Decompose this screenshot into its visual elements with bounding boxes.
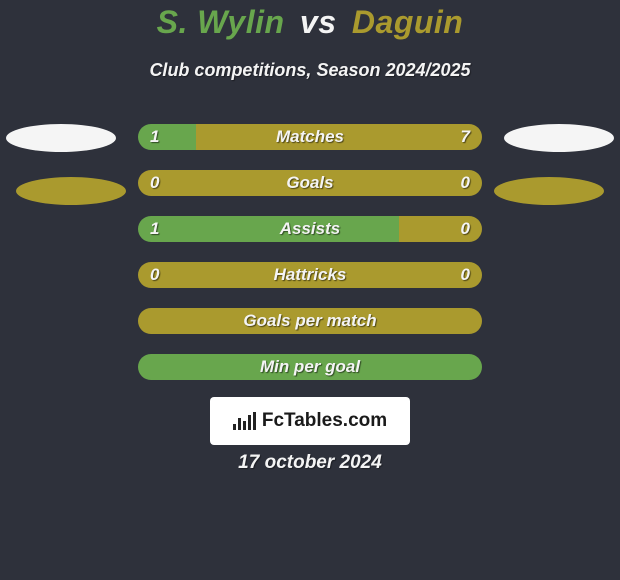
stat-label: Assists	[138, 216, 482, 242]
stat-row: Goals per match	[138, 308, 482, 334]
deco-ellipse-bot-left	[16, 177, 126, 205]
deco-ellipse-bot-right	[494, 177, 604, 205]
deco-ellipse-top-right	[504, 124, 614, 152]
logo: FcTables.com	[233, 410, 387, 432]
logo-chart-bar	[243, 421, 246, 430]
player2-name: Daguin	[352, 4, 463, 40]
stat-row: 00Hattricks	[138, 262, 482, 288]
stat-label: Hattricks	[138, 262, 482, 288]
logo-chart-bar	[253, 412, 256, 430]
stat-label: Min per goal	[138, 354, 482, 380]
title-vs: vs	[300, 4, 337, 40]
stat-row: 00Goals	[138, 170, 482, 196]
stat-row: 17Matches	[138, 124, 482, 150]
logo-label: FcTables.com	[262, 410, 387, 432]
comparison-canvas: S. Wylin vs Daguin Club competitions, Se…	[0, 0, 620, 580]
stat-label: Goals	[138, 170, 482, 196]
comparison-title: S. Wylin vs Daguin	[0, 4, 620, 41]
logo-box: FcTables.com	[210, 397, 410, 445]
player1-name: S. Wylin	[157, 4, 285, 40]
logo-chart-bar	[233, 424, 236, 430]
deco-ellipse-top-left	[6, 124, 116, 152]
stat-row: 10Assists	[138, 216, 482, 242]
stat-label: Matches	[138, 124, 482, 150]
logo-chart-bar	[248, 415, 251, 430]
stat-label: Goals per match	[138, 308, 482, 334]
date-label: 17 october 2024	[0, 452, 620, 474]
bar-chart-icon	[233, 412, 256, 430]
stat-row: Min per goal	[138, 354, 482, 380]
logo-chart-bar	[238, 418, 241, 430]
stats-area: 17Matches 00Goals 10Assists 00Hattricks Goal…	[138, 124, 482, 400]
subtitle: Club competitions, Season 2024/2025	[0, 60, 620, 81]
